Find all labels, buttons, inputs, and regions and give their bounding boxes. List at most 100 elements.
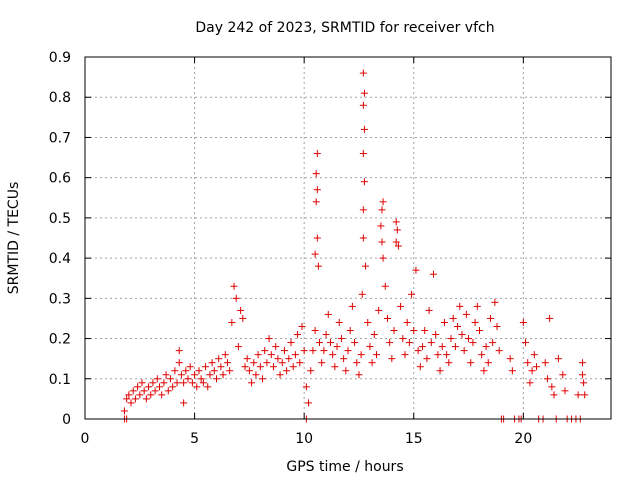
data-point <box>462 310 470 318</box>
data-point <box>397 302 405 310</box>
data-point <box>169 383 177 391</box>
data-point <box>193 383 201 391</box>
y-tick-label: 0.9 <box>49 50 71 66</box>
data-point <box>337 335 345 343</box>
data-point <box>386 339 394 347</box>
data-point <box>364 318 372 326</box>
data-point <box>127 399 135 407</box>
data-point <box>344 347 352 355</box>
data-point <box>456 302 464 310</box>
data-point <box>177 371 185 379</box>
grid-lines <box>85 57 611 419</box>
y-tick-label: 0 <box>62 412 71 428</box>
y-tick-label: 0.3 <box>49 291 71 307</box>
data-point <box>322 331 330 339</box>
data-point <box>276 371 284 379</box>
data-point <box>579 371 587 379</box>
data-point <box>153 375 161 383</box>
data-point <box>217 363 225 371</box>
data-point <box>312 170 320 178</box>
data-point <box>186 363 194 371</box>
y-tick-label: 0.7 <box>49 130 71 146</box>
data-point <box>471 318 479 326</box>
data-point <box>199 379 207 387</box>
data-point <box>254 351 262 359</box>
data-point <box>298 322 306 330</box>
data-point <box>269 363 277 371</box>
data-point <box>375 306 383 314</box>
data-point <box>412 266 420 274</box>
data-point <box>360 89 368 97</box>
data-point <box>508 367 516 375</box>
data-point <box>447 335 455 343</box>
data-point <box>432 331 440 339</box>
data-point <box>419 343 427 351</box>
data-point <box>372 351 380 359</box>
data-point <box>377 222 385 230</box>
data-point <box>421 327 429 335</box>
data-point <box>440 318 448 326</box>
data-point <box>414 347 422 355</box>
data-point <box>473 302 481 310</box>
axis-ticks: 0 0.1 0.2 0.3 0.4 0.5 0.6 0.7 0.8 0.9 0 5 10 15 20 <box>49 50 611 447</box>
data-point <box>358 290 366 298</box>
data-point <box>580 379 588 387</box>
data-point <box>316 339 324 347</box>
data-point <box>162 371 170 379</box>
data-point <box>526 379 534 387</box>
y-tick-label: 0.4 <box>49 251 71 267</box>
data-point <box>136 391 144 399</box>
data-point <box>340 355 348 363</box>
data-point <box>210 367 218 375</box>
data-point <box>134 383 142 391</box>
data-point <box>478 351 486 359</box>
y-tick-label: 0.8 <box>49 90 71 106</box>
data-point <box>243 355 251 363</box>
data-point <box>331 363 339 371</box>
data-point <box>383 314 391 322</box>
data-point <box>250 359 258 367</box>
data-point <box>171 367 179 375</box>
data-point <box>223 359 231 367</box>
data-point <box>425 306 433 314</box>
data-point <box>378 206 386 214</box>
data-point <box>550 391 558 399</box>
data-point <box>138 379 146 387</box>
data-point <box>445 359 453 367</box>
data-point <box>434 351 442 359</box>
data-point <box>482 343 490 351</box>
data-point <box>202 363 210 371</box>
data-point <box>476 327 483 335</box>
data-point <box>291 351 299 359</box>
data-point <box>261 347 269 355</box>
data-point <box>486 314 494 322</box>
data-point <box>188 379 196 387</box>
data-point <box>221 351 229 359</box>
data-point <box>329 351 337 359</box>
data-point <box>204 383 212 391</box>
data-point <box>125 391 133 399</box>
data-point <box>219 371 227 379</box>
y-tick-label: 0.2 <box>49 332 71 348</box>
data-point <box>403 318 411 326</box>
data-point <box>175 347 183 355</box>
data-point <box>532 363 540 371</box>
data-point <box>156 383 164 391</box>
data-point <box>359 69 367 77</box>
data-point <box>326 339 334 347</box>
data-point <box>408 290 416 298</box>
data-point <box>554 355 562 363</box>
data-point <box>312 198 320 206</box>
data-point <box>438 343 446 351</box>
data-point <box>491 298 499 306</box>
data-point <box>213 375 220 383</box>
data-point <box>528 367 536 375</box>
data-point <box>388 355 396 363</box>
x-tick-label: 20 <box>514 431 532 447</box>
x-tick-label: 5 <box>190 431 199 447</box>
y-tick-label: 0.5 <box>49 211 71 227</box>
data-point <box>362 262 370 270</box>
data-point <box>131 395 139 403</box>
data-point <box>149 379 157 387</box>
